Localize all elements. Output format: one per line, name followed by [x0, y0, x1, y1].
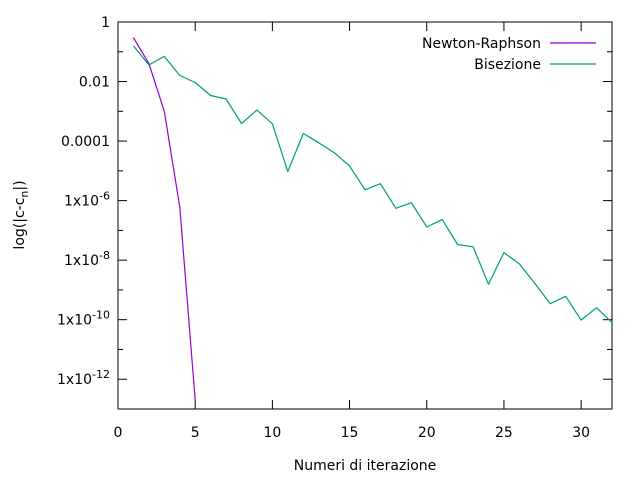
y-tick-label: 1x10-10 [57, 309, 110, 329]
x-axis-ticks: 0 5 10 15 20 25 30 [114, 22, 590, 441]
series-line-newton-raphson [132, 37, 196, 401]
legend-label: Bisezione [474, 57, 541, 73]
y-tick-label: 0.01 [79, 75, 110, 91]
x-tick-label: 0 [114, 425, 123, 441]
x-tick-label: 10 [263, 425, 281, 441]
y-axis-label: log(|c-cn|) [12, 180, 31, 249]
legend-label: Newton-Raphson [422, 36, 541, 52]
x-axis-label: Numeri di iterazione [294, 458, 437, 474]
x-tick-label: 25 [495, 425, 513, 441]
series-lines [132, 37, 613, 401]
y-tick-label: 1 [101, 15, 110, 31]
x-tick-label: 15 [341, 425, 359, 441]
y-axis-ticks: 1 0.01 0.0001 1x10-6 1x10-8 1x10-10 1x10-12 [57, 15, 612, 410]
series-line-bisezione [132, 45, 613, 324]
plot-frame [117, 21, 613, 410]
x-tick-label: 5 [191, 425, 200, 441]
x-tick-label: 20 [418, 425, 436, 441]
y-tick-label: 1x10-8 [64, 249, 110, 269]
y-tick-label: 1x10-6 [64, 190, 110, 210]
x-tick-label: 30 [572, 425, 590, 441]
y-tick-label: 0.0001 [61, 134, 110, 150]
y-tick-label: 1x10-12 [57, 368, 110, 388]
legend: Newton-Raphson Bisezione [422, 36, 596, 73]
